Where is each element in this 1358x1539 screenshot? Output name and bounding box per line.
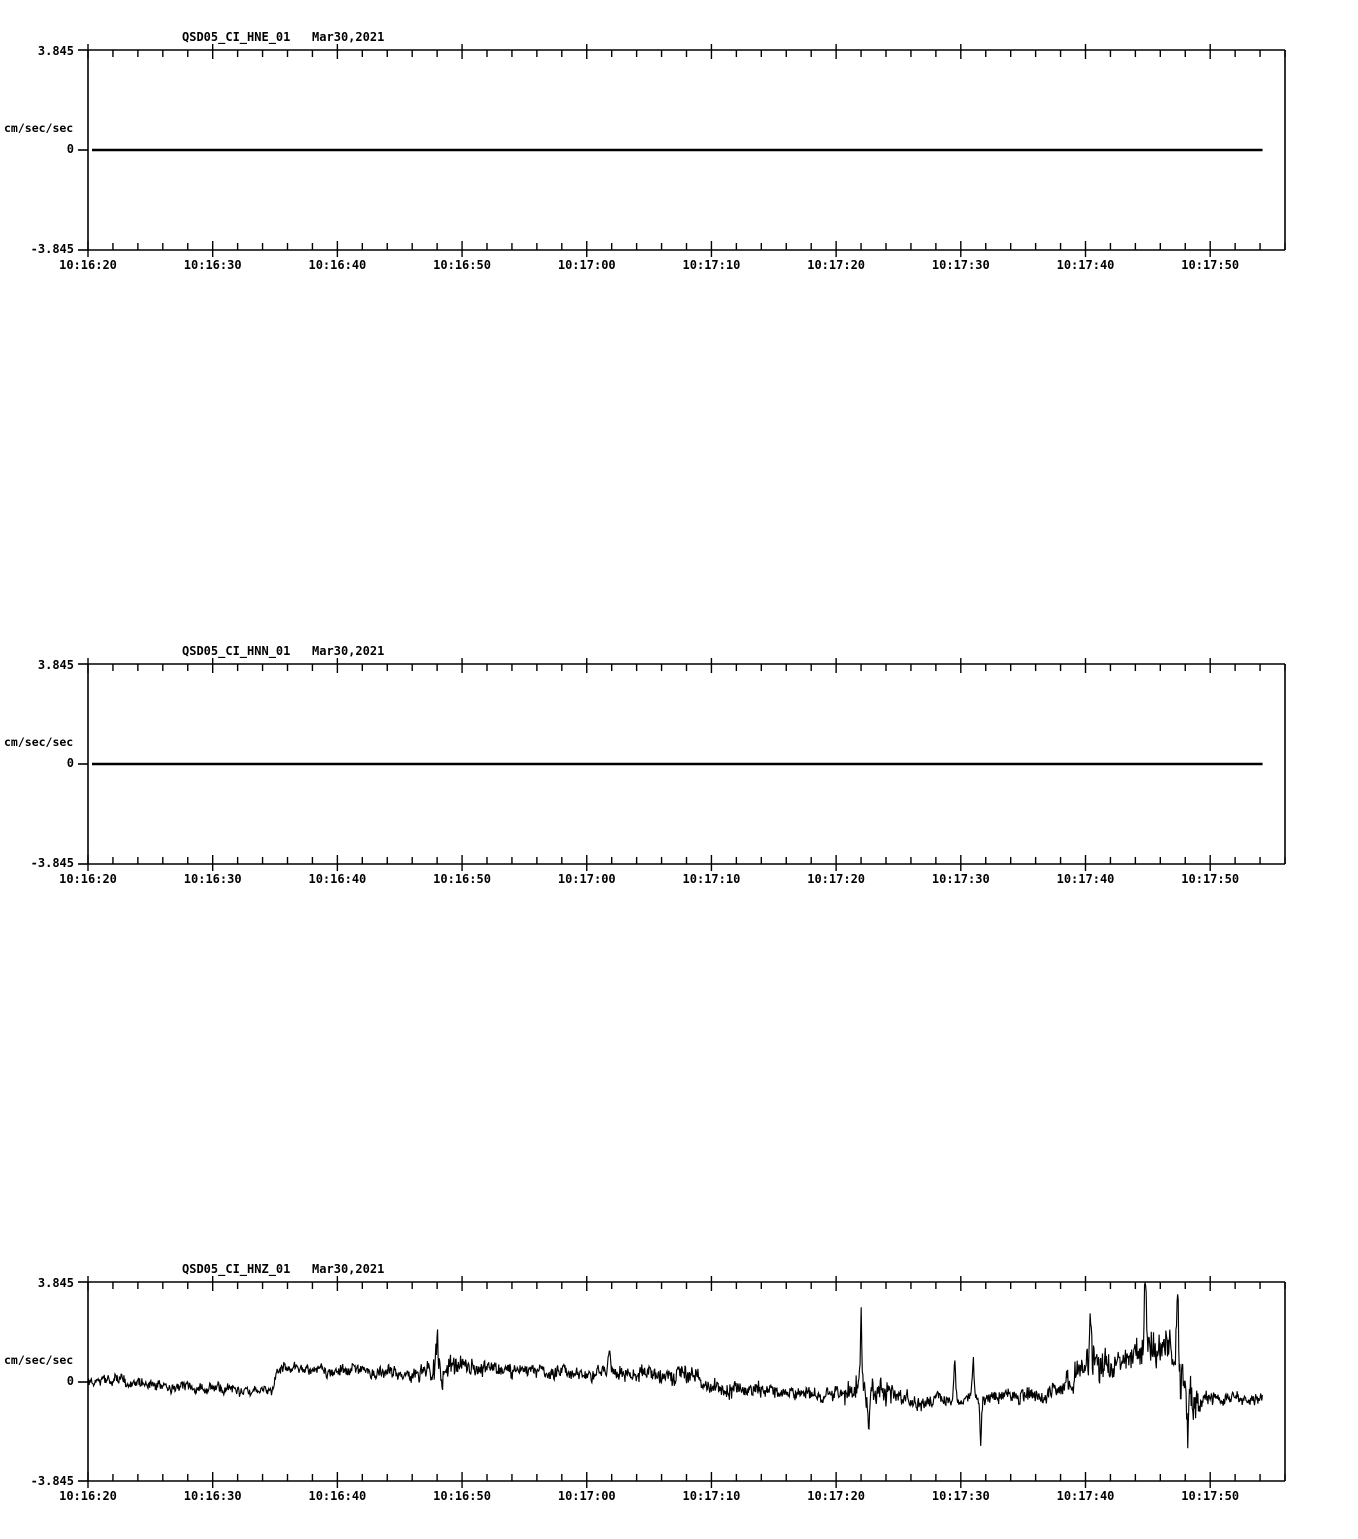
x-tick-label: 10:17:20 bbox=[807, 1489, 866, 1503]
y-tick-zero-hne: 0 bbox=[66, 142, 74, 156]
panel-title-hne: QSD05_CI_HNE_01 Mar30,2021 bbox=[182, 30, 385, 44]
x-tick-label: 10:17:10 bbox=[682, 1489, 741, 1503]
plot-area-hne bbox=[78, 44, 1286, 257]
x-tick-label: 10:16:20 bbox=[59, 258, 117, 272]
y-tick-zero-hnn: 0 bbox=[66, 756, 74, 770]
plot-area-hnn bbox=[78, 658, 1286, 871]
axis-frame bbox=[78, 1276, 1286, 1488]
x-tick-label: 10:16:40 bbox=[308, 872, 367, 886]
x-tick-label: 10:17:30 bbox=[931, 258, 990, 272]
axis-frame bbox=[78, 44, 1286, 257]
x-tick-label: 10:17:00 bbox=[557, 872, 616, 886]
x-tick-label: 10:17:50 bbox=[1181, 872, 1240, 886]
x-tick-label: 10:17:00 bbox=[557, 258, 616, 272]
x-tick-label: 10:16:40 bbox=[308, 1489, 367, 1503]
panel-hnz: QSD05_CI_HNZ_01 Mar30,2021 cm/sec/sec 3.… bbox=[0, 615, 1358, 1503]
y-tick-max-hne: 3.845 bbox=[37, 44, 74, 58]
y-tick-max-hnn: 3.845 bbox=[37, 658, 74, 672]
y-axis-units-hne: cm/sec/sec bbox=[4, 121, 74, 135]
panel-hne: QSD05_CI_HNE_01 Mar30,2021 cm/sec/sec 3.… bbox=[0, 0, 1358, 310]
seismogram-figure: QSD05_CI_HNE_01 Mar30,2021 cm/sec/sec 3.… bbox=[0, 0, 1358, 1503]
x-tick-label: 10:17:00 bbox=[557, 1489, 616, 1503]
x-tick-label: 10:16:30 bbox=[183, 1489, 242, 1503]
waveform-trace bbox=[87, 1282, 1263, 1449]
x-tick-label: 10:17:50 bbox=[1181, 1489, 1240, 1503]
x-tick-label: 10:17:20 bbox=[807, 258, 866, 272]
x-tick-label: 10:16:20 bbox=[59, 1489, 117, 1503]
y-axis-units-hnn: cm/sec/sec bbox=[4, 735, 74, 749]
x-tick-label: 10:17:40 bbox=[1056, 258, 1115, 272]
x-tick-label: 10:17:20 bbox=[807, 872, 866, 886]
x-tick-label: 10:16:50 bbox=[433, 258, 491, 272]
x-tick-label: 10:17:30 bbox=[931, 1489, 990, 1503]
panel-title-hnn: QSD05_CI_HNN_01 Mar30,2021 bbox=[182, 644, 385, 658]
x-tick-label: 10:17:40 bbox=[1056, 1489, 1115, 1503]
x-tick-label: 10:16:50 bbox=[433, 1489, 491, 1503]
x-tick-label: 10:17:10 bbox=[682, 872, 741, 886]
x-tick-label: 10:16:50 bbox=[433, 872, 491, 886]
x-tick-label: 10:17:30 bbox=[931, 872, 990, 886]
x-tick-label: 10:17:10 bbox=[682, 258, 741, 272]
panel-hnn: QSD05_CI_HNN_01 Mar30,2021 cm/sec/sec 3.… bbox=[0, 307, 1358, 886]
y-tick-min-hnn: -3.845 bbox=[30, 856, 74, 870]
axis-frame bbox=[78, 658, 1286, 871]
y-tick-min-hne: -3.845 bbox=[30, 242, 74, 256]
x-tick-label: 10:17:40 bbox=[1056, 872, 1115, 886]
x-tick-label: 10:16:40 bbox=[308, 258, 367, 272]
x-tick-label: 10:16:30 bbox=[183, 872, 242, 886]
x-tick-label: 10:17:50 bbox=[1181, 258, 1240, 272]
x-tick-label: 10:16:30 bbox=[183, 258, 242, 272]
x-tick-label: 10:16:20 bbox=[59, 872, 117, 886]
